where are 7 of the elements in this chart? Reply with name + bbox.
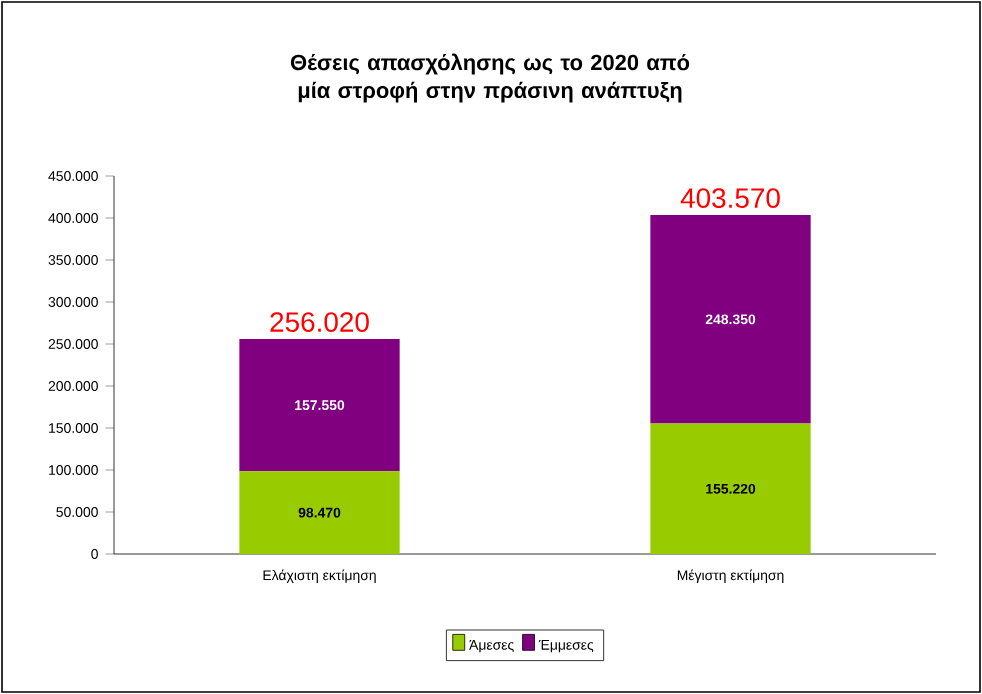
- chart-title: Θέσεις απασχόλησης ως το 2020 από μία στροφή στην πράσινη ανάπτυξη: [290, 53, 690, 103]
- bar: [650, 423, 811, 554]
- total-label: 403.570: [680, 188, 780, 208]
- bar: [650, 215, 811, 424]
- bar: [239, 471, 400, 554]
- total-label: 256.020: [270, 312, 369, 332]
- bar: [239, 338, 400, 472]
